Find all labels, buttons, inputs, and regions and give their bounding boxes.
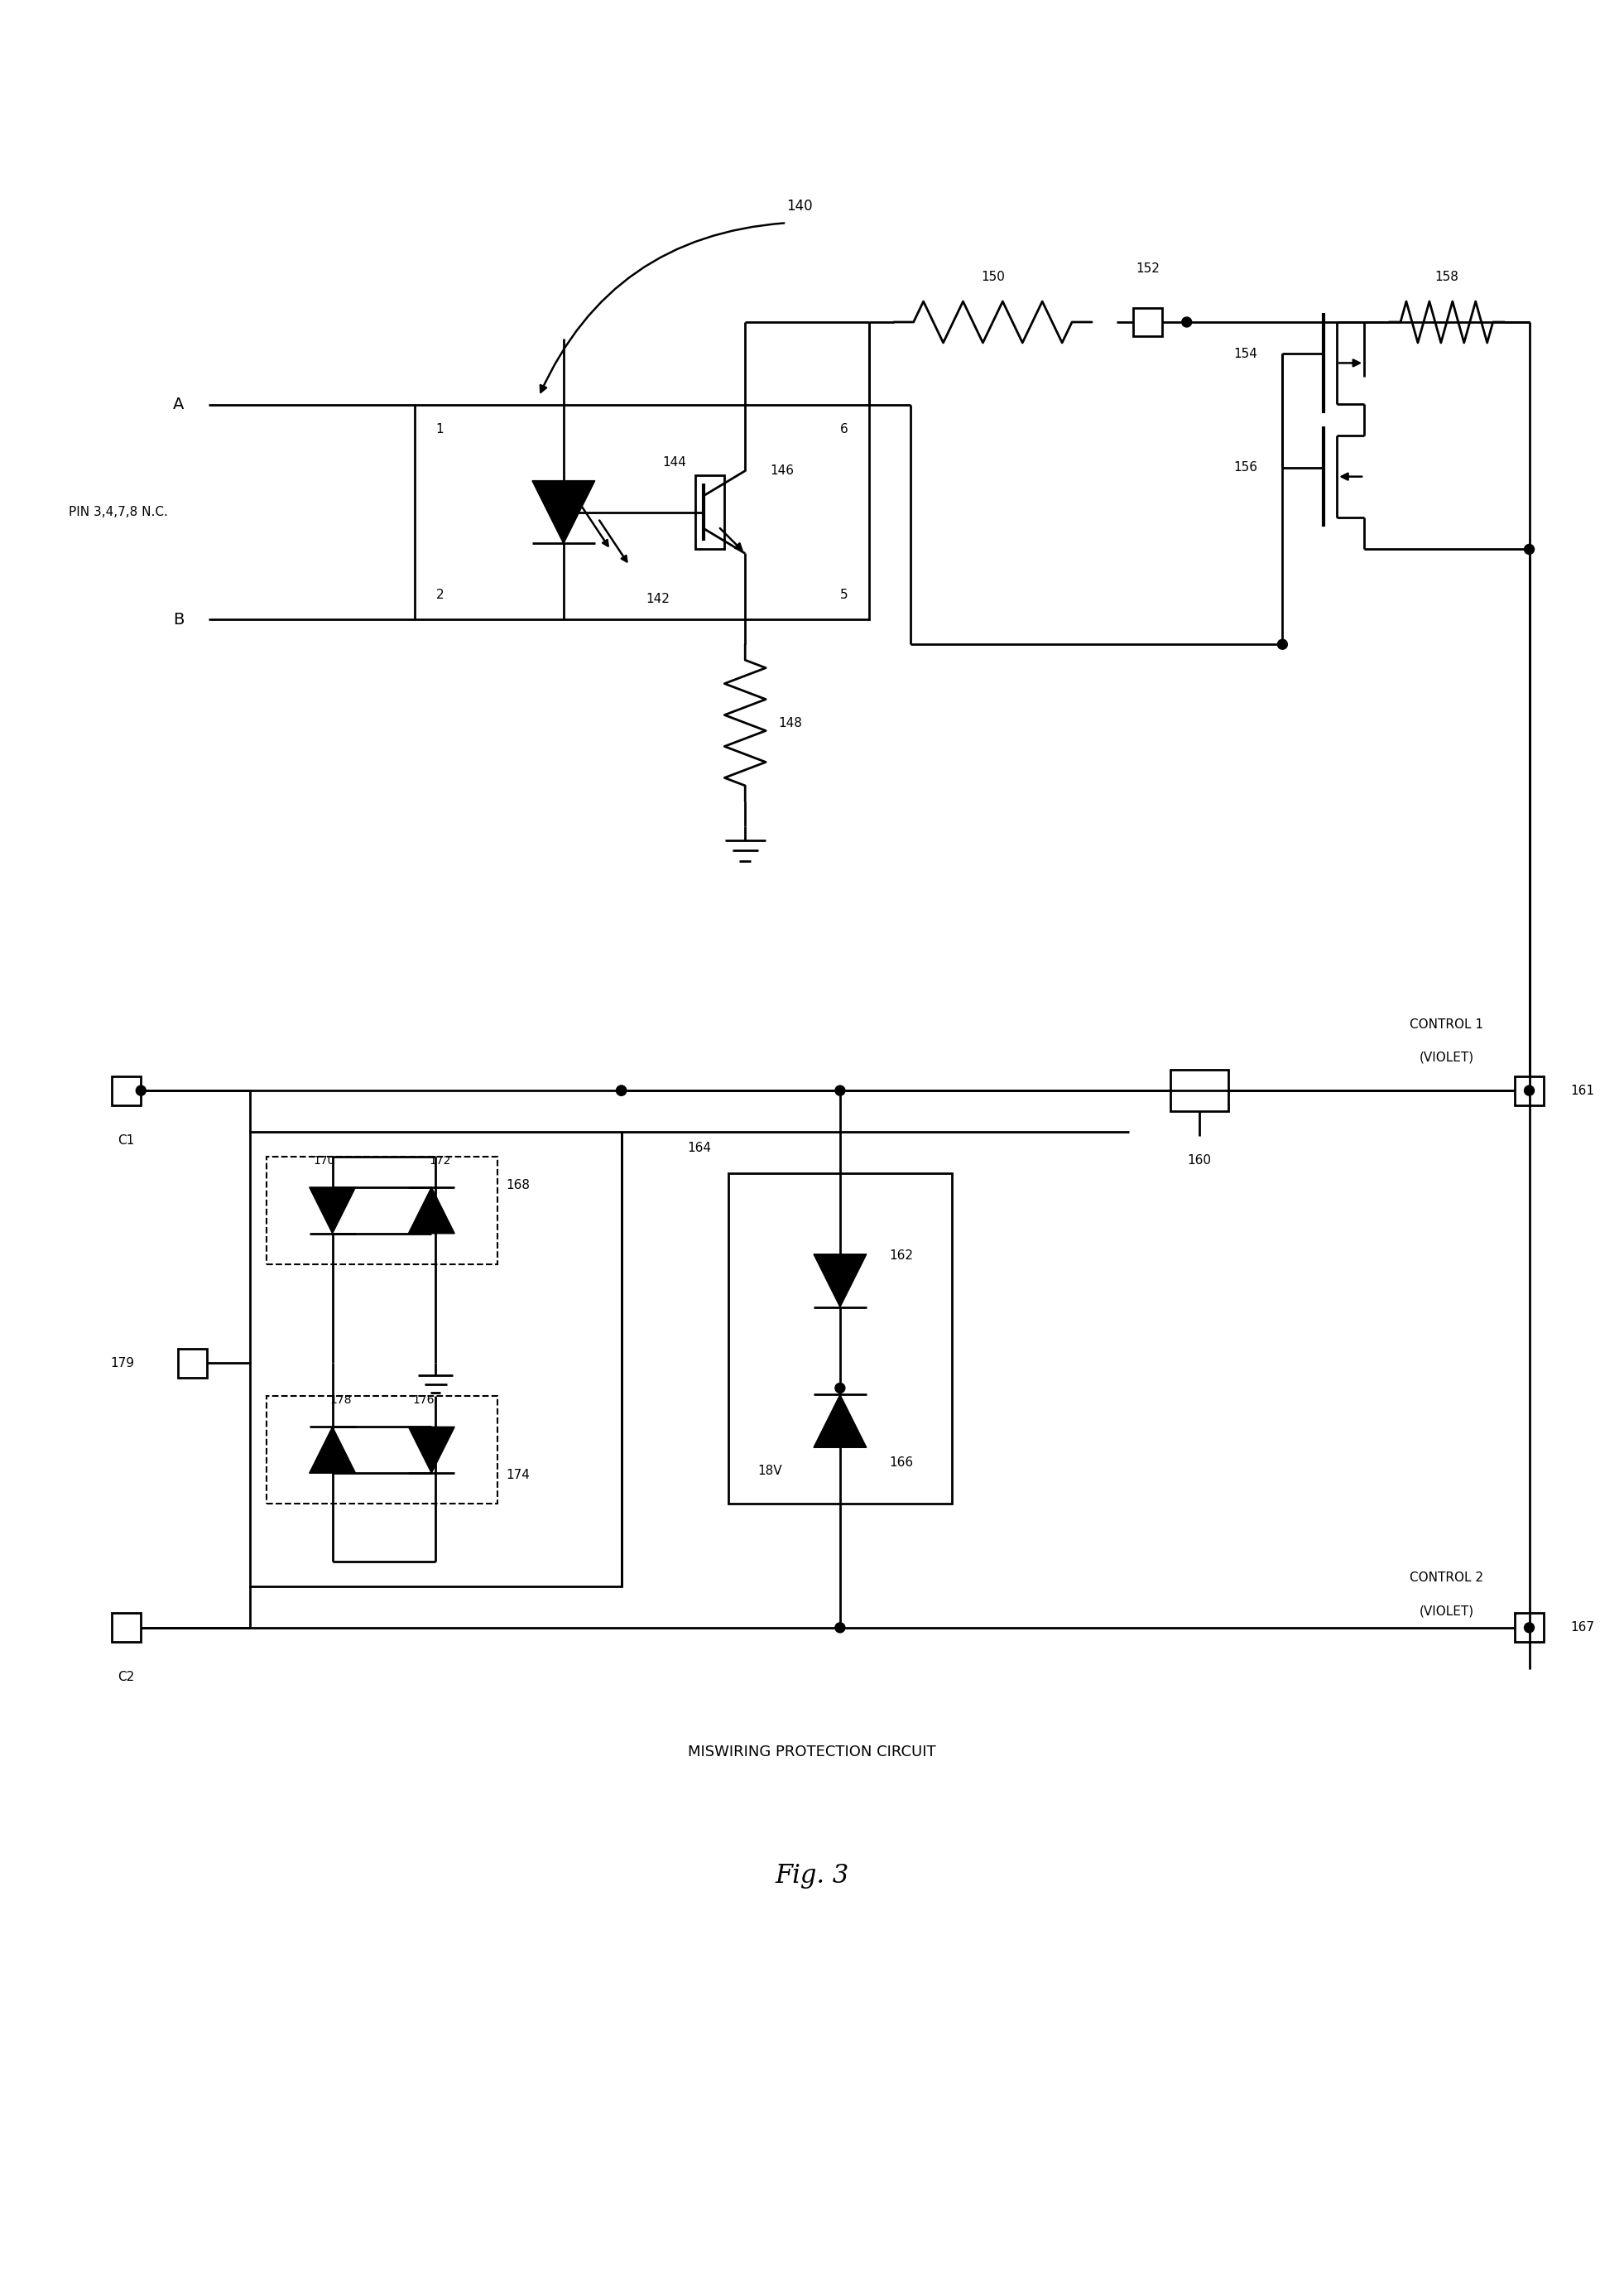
Text: 174: 174 [505, 1469, 529, 1480]
Bar [1134, 307, 1161, 337]
Text: (VIOLET): (VIOLET) [1419, 1606, 1475, 1617]
Text: 179: 179 [110, 1356, 135, 1370]
Circle shape [1525, 1086, 1535, 1095]
Circle shape [835, 1384, 844, 1393]
Bar [416, 406, 869, 619]
Text: 142: 142 [646, 593, 671, 605]
Circle shape [617, 1086, 627, 1095]
Circle shape [136, 1086, 146, 1095]
Text: 164: 164 [687, 1143, 711, 1155]
Text: 154: 154 [1234, 348, 1257, 360]
Text: 168: 168 [505, 1180, 529, 1191]
Text: B: B [172, 612, 184, 628]
Text: 6: 6 [840, 424, 848, 435]
Text: 161: 161 [1570, 1084, 1595, 1097]
Bar [695, 474, 724, 550]
Polygon shape [814, 1395, 867, 1448]
Text: 162: 162 [890, 1249, 914, 1262]
Text: 156: 156 [1234, 460, 1257, 474]
Text: 160: 160 [1187, 1155, 1212, 1166]
Circle shape [835, 1086, 844, 1095]
Text: C1: C1 [117, 1134, 135, 1146]
Bar [250, 1132, 622, 1585]
Text: 148: 148 [778, 717, 802, 729]
Circle shape [1525, 545, 1535, 554]
Text: 144: 144 [663, 456, 687, 470]
Circle shape [1525, 1622, 1535, 1633]
Text: PIN 3,4,7,8 N.C.: PIN 3,4,7,8 N.C. [68, 506, 167, 518]
Polygon shape [814, 1253, 867, 1308]
Text: 176: 176 [412, 1395, 434, 1407]
Text: 172: 172 [429, 1155, 451, 1166]
Text: Fig. 3: Fig. 3 [775, 1863, 849, 1888]
Bar [266, 1157, 497, 1265]
Text: (VIOLET): (VIOLET) [1419, 1052, 1475, 1063]
Polygon shape [309, 1187, 356, 1233]
Text: 166: 166 [890, 1457, 914, 1469]
Text: 167: 167 [1570, 1622, 1595, 1633]
Text: 2: 2 [435, 589, 443, 600]
Bar [266, 1395, 497, 1503]
Text: 150: 150 [981, 270, 1005, 282]
Text: 158: 158 [1434, 270, 1458, 282]
Text: 5: 5 [840, 589, 848, 600]
Circle shape [835, 1622, 844, 1633]
Text: CONTROL 2: CONTROL 2 [1410, 1572, 1484, 1585]
Bar [1171, 1070, 1228, 1111]
Text: 170: 170 [313, 1155, 335, 1166]
Polygon shape [408, 1427, 455, 1473]
Polygon shape [408, 1187, 455, 1233]
Text: 18V: 18V [758, 1464, 783, 1478]
Circle shape [617, 1086, 627, 1095]
Bar [112, 1613, 141, 1643]
Text: 152: 152 [1135, 261, 1160, 275]
Text: 146: 146 [770, 465, 794, 477]
Text: MISWIRING PROTECTION CIRCUIT: MISWIRING PROTECTION CIRCUIT [689, 1743, 935, 1759]
Circle shape [1278, 639, 1288, 648]
Bar [1515, 1077, 1544, 1104]
Text: 1: 1 [435, 424, 443, 435]
Bar [177, 1349, 206, 1377]
Text: A: A [172, 396, 184, 412]
Polygon shape [533, 481, 594, 543]
Text: C2: C2 [117, 1670, 135, 1684]
Text: 140: 140 [786, 199, 812, 213]
Circle shape [1182, 316, 1192, 328]
Bar [112, 1077, 141, 1104]
Bar [729, 1173, 952, 1503]
Bar [1515, 1613, 1544, 1643]
Text: 178: 178 [330, 1395, 352, 1407]
Text: CONTROL 1: CONTROL 1 [1410, 1017, 1484, 1031]
Polygon shape [309, 1427, 356, 1473]
